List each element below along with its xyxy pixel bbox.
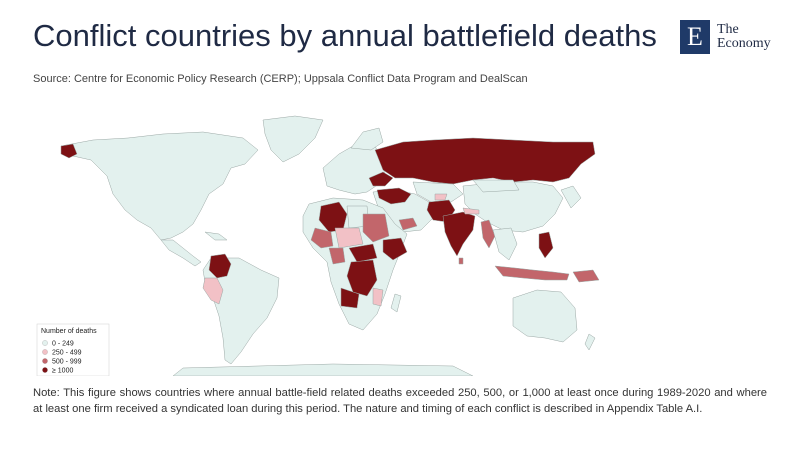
sudan	[362, 213, 390, 243]
russia	[374, 137, 596, 185]
turkey-syria-iraq	[376, 187, 412, 205]
niger-chad	[334, 227, 364, 249]
philippines	[538, 231, 554, 259]
central-america	[160, 239, 202, 267]
page-title: Conflict countries by annual battlefield…	[33, 18, 657, 53]
legend-swatch-4	[42, 367, 48, 373]
legend-swatch-1	[42, 340, 48, 346]
nigeria	[328, 247, 346, 265]
caribbean	[204, 231, 228, 241]
map-legend: Number of deaths 0 - 249 250 - 499 500 -…	[36, 323, 110, 376]
legend-swatch-2	[42, 349, 48, 355]
indonesia	[494, 265, 570, 281]
source-line: Source: Centre for Economic Policy Resea…	[33, 73, 528, 85]
car-south-sudan	[348, 243, 378, 263]
logo-line-2: Economy	[717, 36, 771, 51]
dr-congo	[346, 259, 378, 297]
angola	[340, 287, 360, 309]
legend-label-3: 500 - 999	[52, 359, 82, 366]
nepal-bhutan	[462, 207, 480, 215]
new-zealand	[584, 333, 596, 351]
colombia	[208, 253, 232, 279]
southeast-asia	[492, 227, 518, 261]
legend-label-1: 0 - 249	[52, 341, 74, 348]
north-america	[60, 131, 259, 241]
myanmar	[480, 219, 496, 249]
korea-japan	[560, 185, 582, 209]
ukraine	[368, 171, 394, 187]
mali	[310, 227, 334, 249]
legend-label-4: ≥ 1000	[52, 368, 73, 375]
alaska	[60, 143, 78, 159]
australia	[512, 289, 578, 343]
antarctica	[172, 363, 474, 376]
yemen	[398, 217, 418, 231]
world-conflict-map: Number of deaths 0 - 249 250 - 499 500 -…	[33, 98, 607, 376]
legend-swatch-3	[42, 358, 48, 364]
madagascar	[390, 293, 402, 313]
the-economy-logo: E The Economy	[680, 20, 771, 54]
logo-line-1: The	[717, 22, 739, 37]
logo-wordmark: The Economy	[717, 23, 771, 51]
legend-label-2: 250 - 499	[52, 350, 82, 357]
mozambique	[372, 287, 384, 307]
legend-box	[36, 323, 110, 376]
tajikistan	[434, 193, 448, 201]
central-asia	[412, 181, 464, 203]
papua	[572, 269, 600, 283]
peru	[202, 277, 224, 305]
mongolia	[472, 179, 520, 193]
logo-e-icon: E	[680, 20, 710, 54]
greenland	[262, 115, 324, 163]
scandinavia	[350, 127, 384, 151]
sri-lanka	[458, 257, 464, 265]
ethiopia-somalia	[382, 237, 408, 261]
legend-title: Number of deaths	[41, 328, 97, 335]
figure-note: Note: This figure shows countries where …	[33, 387, 767, 415]
